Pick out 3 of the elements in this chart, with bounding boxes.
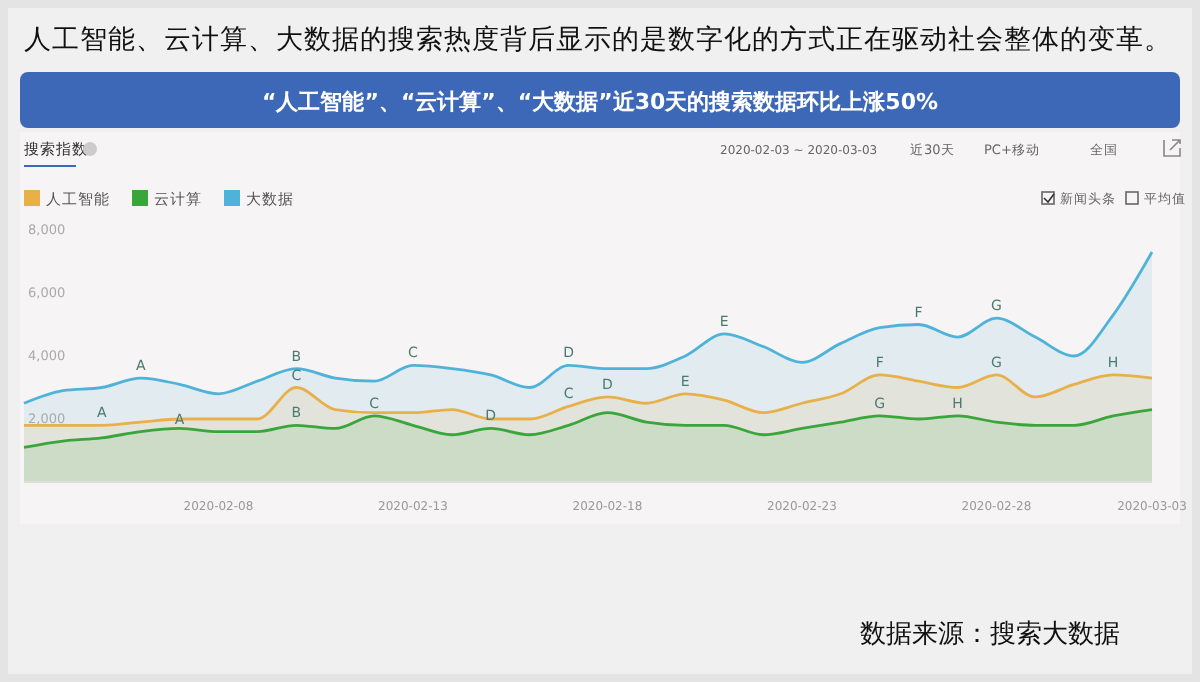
chart-title: 人工智能、云计算、大数据的搜索热度背后显示的是数字化的方式正在驱动社会整体的变革。 <box>24 24 1172 56</box>
source-note: 数据来源：搜索大数据 <box>860 620 1120 650</box>
chart-subtitle: “人工智能”、“云计算”、“大数据”近30天的搜索数据环比上涨50% <box>261 89 939 115</box>
